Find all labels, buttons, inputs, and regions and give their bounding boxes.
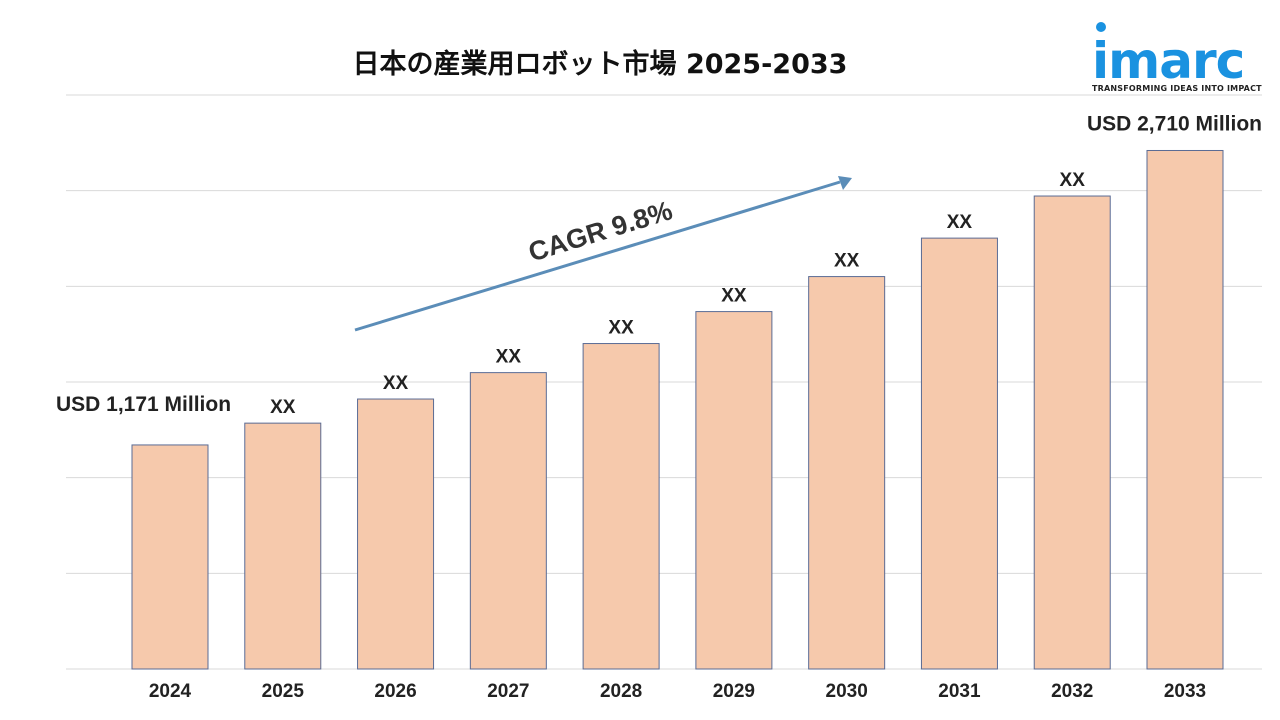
data-label: XX [270, 397, 296, 418]
logo-wordmark: imarc [1092, 32, 1245, 90]
bar-2027 [469, 372, 547, 670]
x-tick-label: 2030 [826, 681, 868, 702]
data-label: XX [608, 318, 634, 339]
bar-2029 [695, 311, 773, 670]
x-tick-label: 2027 [487, 681, 529, 702]
bar-2028 [582, 343, 660, 670]
cagr-arrow-head [838, 176, 852, 190]
data-label: XX [1060, 170, 1086, 191]
imarc-logo: imarc TRANSFORMING IDEAS INTO IMPACT [1090, 18, 1265, 98]
data-label: XX [834, 251, 860, 272]
bar-2032 [1033, 195, 1111, 670]
bar-2030 [808, 276, 886, 670]
data-label: XX [496, 347, 522, 368]
bar-2033 [1146, 149, 1224, 670]
x-tick-label: 2024 [149, 681, 192, 702]
x-tick-label: 2032 [1051, 681, 1093, 702]
x-tick-label: 2031 [938, 681, 981, 702]
cagr-arrow-line [354, 180, 841, 332]
data-label: USD 1,171 Million [56, 393, 231, 416]
x-tick-label: 2028 [600, 681, 642, 702]
x-tick-label: 2026 [374, 681, 416, 702]
logo-dot [1096, 22, 1106, 32]
bar-2026 [357, 398, 435, 670]
x-tick-label: 2029 [713, 681, 755, 702]
bar-2025 [244, 422, 322, 670]
x-tick-label: 2025 [262, 681, 305, 702]
data-label: USD 2,710 Million [1087, 112, 1262, 135]
bar-2031 [920, 237, 998, 670]
bar-2024 [131, 444, 209, 670]
data-label: XX [947, 212, 973, 233]
chart-title: 日本の産業用ロボット市場 2025-2033 [352, 49, 848, 80]
data-label: XX [721, 286, 747, 307]
logo-tagline: TRANSFORMING IDEAS INTO IMPACT [1092, 84, 1262, 93]
data-label: XX [383, 373, 409, 394]
x-tick-label: 2033 [1164, 681, 1206, 702]
